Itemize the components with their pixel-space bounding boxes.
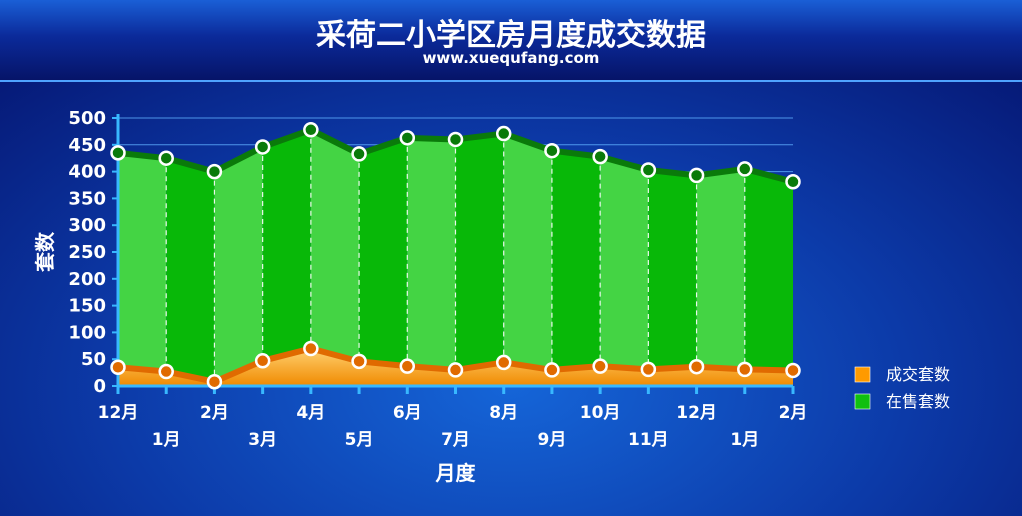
legend-label-成交套数: 成交套数 [886, 365, 950, 384]
green-area-band-13 [744, 168, 793, 371]
x-tick-label-3: 3月 [248, 430, 277, 450]
marker-成交套数-1 [158, 363, 174, 380]
marker-在售套数-9 [544, 142, 560, 159]
marker-成交套数-13 [737, 361, 753, 378]
marker-在售套数-13 [737, 161, 753, 177]
marker-在售套数-7 [447, 131, 464, 148]
y-tick-label-50: 50 [81, 349, 106, 370]
orange-area [118, 348, 793, 386]
x-tick-label-4: 4月 [296, 403, 325, 423]
x-tick-label-5: 5月 [345, 430, 374, 450]
x-tick-label-6: 6月 [393, 403, 422, 423]
y-tick-label-400: 400 [68, 162, 106, 183]
marker-成交套数-6 [399, 358, 416, 374]
green-area-band-11 [648, 169, 697, 370]
marker-在售套数-11 [640, 162, 657, 178]
marker-成交套数-12 [688, 358, 705, 375]
x-tick-label-14: 2月 [779, 403, 808, 423]
legend-swatch-成交套数 [854, 366, 871, 383]
marker-成交套数-11 [640, 361, 657, 378]
marker-在售套数-5 [351, 146, 367, 162]
marker-在售套数-12 [688, 167, 705, 184]
legend-swatch-在售套数 [854, 393, 871, 410]
green-area-band-8 [503, 133, 552, 370]
x-tick-label-7: 7月 [441, 430, 470, 450]
marker-在售套数-6 [399, 130, 416, 146]
green-area-band-5 [359, 137, 408, 367]
green-area-band-2 [214, 146, 263, 382]
green-area-band-7 [455, 133, 504, 370]
x-tick-label-13: 1月 [730, 430, 759, 450]
marker-在售套数-0 [110, 145, 126, 161]
marker-在售套数-1 [158, 150, 174, 166]
marker-在售套数-3 [254, 139, 271, 155]
marker-在售套数-10 [592, 148, 608, 165]
marker-成交套数-9 [544, 362, 560, 378]
green-area-band-9 [551, 150, 601, 370]
x-tick-label-9: 9月 [538, 430, 567, 450]
marker-成交套数-4 [303, 340, 319, 357]
y-tick-label-200: 200 [68, 269, 106, 290]
green-area-band-3 [262, 129, 311, 361]
y-tick-label-0: 0 [93, 376, 106, 397]
x-tick-label-0: 12月 [98, 403, 139, 423]
marker-在售套数-14 [785, 174, 801, 190]
green-area-band-0 [118, 152, 167, 372]
marker-在售套数-4 [303, 122, 319, 138]
green-area-band-12 [696, 168, 745, 370]
y-tick-label-350: 350 [68, 188, 106, 209]
marker-成交套数-0 [110, 359, 126, 375]
marker-成交套数-10 [592, 358, 608, 374]
green-area-band-10 [600, 156, 649, 370]
x-tick-label-1: 1月 [152, 430, 181, 450]
x-tick-label-8: 8月 [489, 403, 518, 423]
y-axis-title: 套数 [33, 231, 57, 272]
green-area-band-1 [166, 158, 215, 382]
marker-在售套数-8 [495, 125, 512, 142]
marker-成交套数-5 [351, 353, 367, 370]
x-tick-label-10: 10月 [580, 403, 621, 423]
x-tick-label-2: 2月 [200, 403, 229, 423]
marker-成交套数-14 [785, 362, 801, 379]
y-tick-label-100: 100 [68, 322, 106, 343]
chart-header: 采荷二小学区房月度成交数据 www.xuequfang.com [0, 0, 1022, 82]
x-axis-title: 月度 [435, 461, 477, 485]
x-tick-label-12: 12月 [676, 403, 717, 423]
y-tick-label-250: 250 [68, 242, 106, 263]
x-tick-label-11: 11月 [628, 430, 669, 450]
marker-成交套数-3 [254, 353, 271, 369]
green-area-band-4 [310, 129, 360, 362]
marker-成交套数-8 [495, 354, 512, 371]
green-area-band-6 [407, 137, 456, 370]
marker-成交套数-7 [447, 362, 464, 378]
chart-title: 采荷二小学区房月度成交数据 [316, 18, 706, 53]
y-tick-label-450: 450 [68, 135, 106, 156]
y-tick-label-300: 300 [68, 215, 106, 236]
marker-在售套数-2 [206, 163, 223, 180]
legend-label-在售套数: 在售套数 [886, 392, 950, 411]
y-tick-label-150: 150 [68, 296, 106, 317]
y-tick-label-500: 500 [68, 108, 106, 129]
chart-subtitle: www.xuequfang.com [422, 49, 600, 67]
marker-成交套数-2 [206, 373, 223, 390]
